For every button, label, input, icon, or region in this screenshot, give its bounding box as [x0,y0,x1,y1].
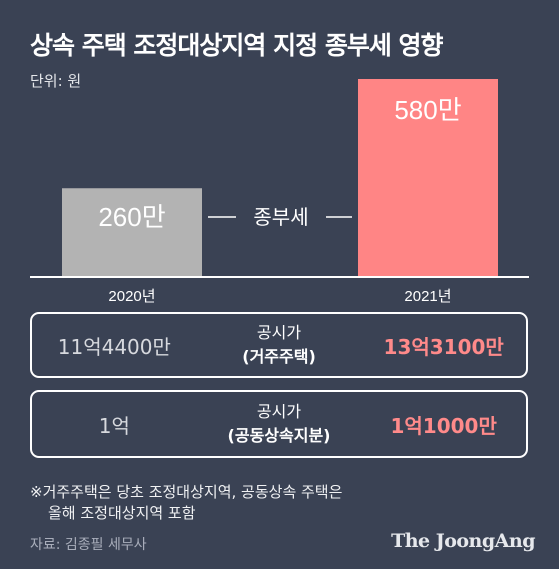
row-label-bottom: (공동상속지분) [227,426,331,445]
bar-value-label: 260만 [98,202,165,232]
row-label-bottom: (거주주택) [242,347,316,366]
bar-2020년 [62,188,202,277]
unit-label: 단위: 원 [30,72,82,90]
bar-2021년 [358,79,498,277]
chart-title: 상속 주택 조정대상지역 지정 종부세 영향 [30,31,444,60]
row-label: 공시가 (공동상속지분) [197,400,362,448]
row-label-top: 공시가 [256,402,302,421]
bar-chart: 260만 580만 2020년 2021년 종부세 [30,79,529,305]
x-tick-label: 2021년 [404,288,451,305]
x-tick-label: 2020년 [108,288,155,305]
series-label: 종부세 [253,206,308,229]
footnote-line-1: ※거주주택은 당초 조정대상지역, 공동상속 주택은 [30,483,343,501]
comparison-row-shared: 1억 공시가 (공동상속지분) 1억1000만 [30,390,528,458]
bar-value-label: 580만 [394,95,461,125]
source-label: 자료: 김종필 세무사 [30,537,147,553]
row-label-top: 공시가 [256,323,302,342]
new-value: 13억3100만 [383,334,504,359]
row-label: 공시가 (거주주택) [197,321,362,369]
publisher-logo: The JoongAng [391,530,535,552]
new-value: 1억1000만 [390,413,497,438]
footnote: ※거주주택은 당초 조정대상지역, 공동상속 주택은 올해 조정대상지역 포함 [30,482,342,524]
old-value: 11억4400만 [57,334,171,359]
old-value: 1억 [98,413,130,438]
comparison-row-residence: 11억4400만 공시가 (거주주택) 13억3100만 [30,312,528,378]
footnote-line-2: 올해 조정대상지역 포함 [48,504,196,522]
